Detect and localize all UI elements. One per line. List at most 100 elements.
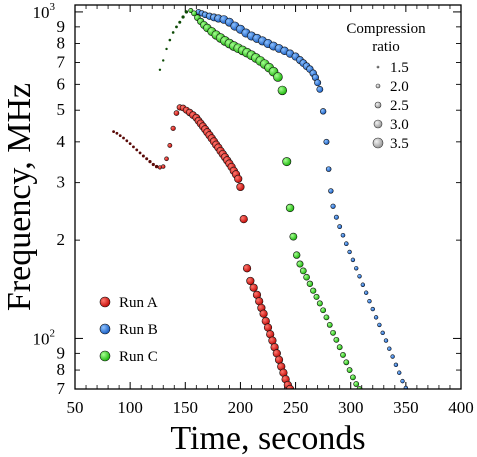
compression-ratio-legend: Compression ratio 1.5 2.0 2.5 3.0 3.5 [346, 21, 426, 152]
data-point [344, 241, 349, 247]
data-point [164, 156, 169, 162]
size-legend-marker [374, 101, 382, 109]
data-point [350, 257, 356, 263]
data-point [145, 157, 149, 161]
data-point [246, 276, 255, 286]
data-point [299, 267, 307, 275]
size-legend-marker [376, 65, 380, 69]
size-legend-label: 2.0 [390, 79, 409, 95]
y-minor-tick-label: 4 [57, 132, 66, 151]
data-point [397, 370, 402, 375]
data-point [390, 354, 395, 359]
data-point [346, 367, 353, 373]
legend-marker [99, 350, 111, 362]
data-point [367, 299, 372, 304]
data-point [400, 378, 405, 384]
data-point [234, 174, 243, 184]
data-point [333, 214, 339, 220]
x-tick-label: 50 [67, 398, 84, 417]
data-point [296, 260, 304, 268]
data-point [314, 79, 322, 87]
data-point [377, 322, 382, 328]
data-point [347, 249, 352, 255]
data-point [184, 10, 189, 14]
data-point [135, 148, 139, 152]
data-point [370, 306, 375, 312]
x-tick-label: 100 [117, 398, 143, 417]
data-point [323, 138, 330, 145]
size-legend-title: ratio [372, 39, 400, 55]
y-minor-tick-label: 6 [57, 74, 66, 93]
y-axis-title: Frequency, MHz [1, 83, 38, 311]
x-tick-label: 200 [228, 398, 254, 417]
series-run-b [195, 9, 409, 389]
y-minor-tick-label: 9 [57, 343, 66, 362]
data-point [122, 136, 125, 140]
data-point [118, 134, 122, 138]
data-point [173, 110, 180, 116]
data-point [340, 352, 346, 358]
size-legend-marker [375, 83, 381, 89]
data-point [313, 293, 320, 300]
data-point [277, 85, 288, 96]
data-point [360, 282, 366, 287]
data-point [403, 385, 409, 389]
data-point [168, 38, 172, 42]
x-axis-title: Time, seconds [170, 420, 365, 457]
size-legend-label: 2.5 [390, 98, 409, 114]
data-point [380, 330, 385, 336]
data-point [162, 59, 165, 62]
data-point [148, 159, 152, 164]
data-point [161, 164, 166, 169]
data-point [125, 139, 129, 143]
data-point [326, 322, 333, 328]
data-point [354, 266, 359, 271]
data-point [340, 232, 346, 238]
data-point [138, 151, 142, 155]
data-point [181, 15, 185, 19]
data-point [239, 214, 248, 224]
data-point [323, 314, 330, 321]
y-minor-tick-label: 5 [57, 100, 66, 119]
data-point [325, 166, 332, 172]
data-point [306, 280, 314, 287]
x-tick-label: 400 [448, 398, 474, 417]
y-minor-tick-label: 7 [57, 379, 66, 398]
y-minor-tick-label: 8 [57, 34, 66, 53]
data-point [337, 224, 343, 230]
size-legend-label: 3.5 [390, 136, 409, 152]
series-run-a [112, 104, 295, 389]
x-tick-label: 150 [173, 398, 199, 417]
data-point [285, 384, 295, 389]
data-point [154, 164, 159, 169]
data-point [310, 287, 317, 294]
data-point [333, 336, 340, 343]
data-points [112, 8, 409, 389]
data-point [165, 47, 168, 51]
data-point [236, 182, 245, 192]
y-major-tick-label: 103 [33, 1, 56, 22]
size-legend-label: 1.5 [390, 60, 409, 76]
series-run-c [158, 8, 363, 389]
size-legend-marker [373, 119, 383, 129]
data-point [303, 273, 310, 281]
data-point [112, 130, 115, 133]
x-tick-label: 350 [393, 398, 419, 417]
data-point [292, 251, 301, 259]
data-point [353, 381, 360, 387]
data-point [115, 131, 119, 135]
data-point [242, 264, 252, 273]
data-point [373, 315, 379, 320]
plot-frame [74, 4, 462, 390]
data-point [285, 203, 295, 213]
data-point [273, 72, 283, 82]
data-point [141, 154, 145, 158]
legend-label: Run A [119, 295, 158, 311]
x-tick-label: 300 [338, 398, 364, 417]
size-legend-marker [372, 137, 384, 149]
y-minor-tick-label: 8 [57, 360, 66, 379]
data-point [363, 290, 369, 295]
data-point [158, 68, 162, 71]
data-point [178, 20, 182, 24]
data-point [393, 362, 399, 368]
